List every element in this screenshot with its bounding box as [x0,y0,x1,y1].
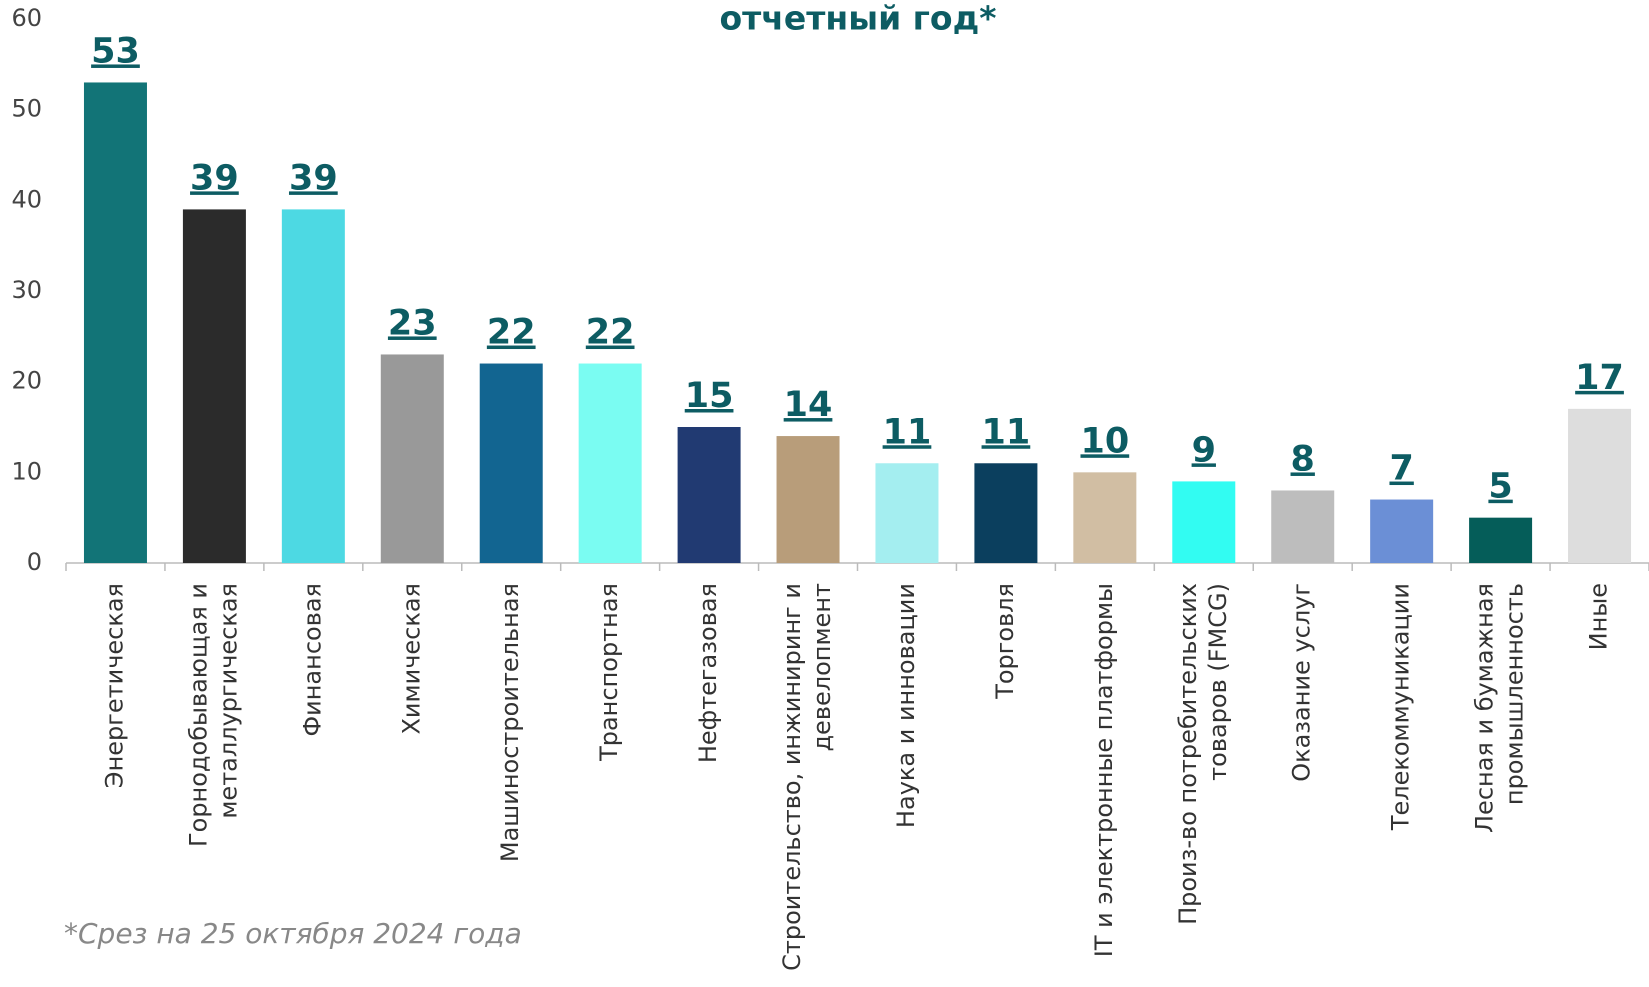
bar [1073,472,1137,563]
bar [83,82,147,563]
x-tick-label: Наука и инновации [892,583,920,828]
x-tick-label: Финансовая [298,583,326,737]
y-tick-label: 40 [11,185,42,213]
x-tick-label: Торговля [991,583,1019,700]
value-label: 5 [1488,467,1512,507]
bar [281,209,345,563]
bar [1568,408,1632,563]
chart-title: отчетный год* [719,0,996,38]
bar [1370,499,1434,563]
bar [380,354,444,563]
value-label: 39 [289,158,338,198]
bar [578,363,642,563]
x-tick-label: Лесная и бумажнаяпромышленность [1471,583,1529,833]
x-tick-label: IT и электронные платформы [1090,583,1118,957]
value-label: 22 [586,313,635,353]
value-label: 22 [487,313,536,353]
value-label: 17 [1575,358,1624,398]
footnote: *Срез на 25 октября 2024 года [64,917,522,950]
x-tick-label: Оказание услуг [1288,583,1316,782]
x-tick-label: Произ-во потребительскихтоваров (FMCG) [1174,583,1232,925]
x-tick-label: Строительство, инжиниринг идевелопмент [778,583,836,971]
x-tick-label: Телекоммуникации [1387,583,1415,831]
y-tick-label: 30 [11,276,42,304]
value-label: 15 [685,376,734,416]
value-label: 11 [982,412,1031,452]
value-label: 39 [190,158,239,198]
bar [974,463,1038,563]
x-tick-label: Машиностроительная [496,583,524,862]
x-tick-label: Транспортная [595,583,623,762]
bar [1271,490,1335,563]
y-tick-label: 20 [11,367,42,395]
value-label: 10 [1080,421,1129,461]
value-label: 14 [784,385,833,425]
value-label: 9 [1192,430,1216,470]
bar [677,427,741,563]
bar [1172,481,1236,563]
value-label: 11 [883,412,932,452]
x-tick-label: Энергетическая [100,583,128,788]
y-tick-label: 60 [11,4,42,32]
value-label: 7 [1389,449,1413,489]
x-tick-label: Иные [1585,583,1613,650]
y-tick-label: 50 [11,95,42,123]
value-label: 53 [91,31,140,71]
x-tick-label: Нефтегазовая [694,583,722,763]
bar [875,463,939,563]
x-tick-label: Горнодобывающая иметаллургическая [184,583,242,847]
bar [182,209,246,563]
bar [479,363,543,563]
x-tick-label: Химическая [397,583,425,735]
bar [776,436,840,563]
y-tick-label: 0 [27,548,42,576]
value-label: 23 [388,303,437,343]
y-tick-label: 10 [11,457,42,485]
bar [1469,517,1533,563]
value-label: 8 [1291,439,1315,479]
